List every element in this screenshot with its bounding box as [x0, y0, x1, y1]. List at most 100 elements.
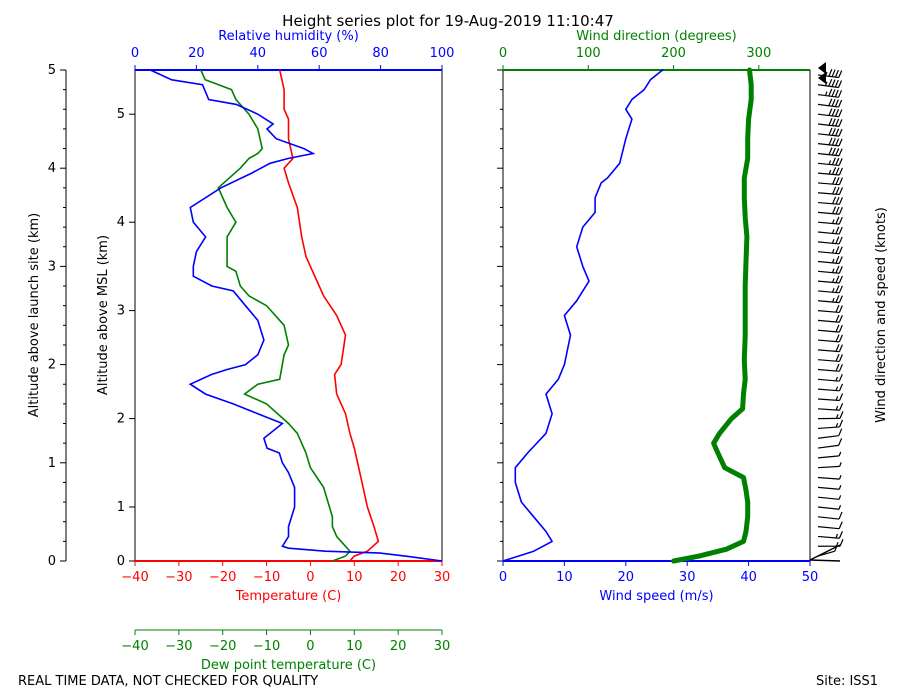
barb-flag [835, 344, 840, 352]
rh-axis-title: Relative humidity (%) [218, 29, 359, 44]
barb-flag [839, 403, 844, 411]
barb-staff [817, 506, 840, 510]
barb-staff [817, 339, 840, 343]
barb-half-flag [835, 386, 839, 391]
msl-tick-label: 1 [117, 500, 125, 515]
dew-tick-label: 10 [346, 639, 363, 654]
barb-staff [817, 300, 840, 304]
barb-staff [817, 516, 840, 520]
msl-tick-label: 5 [117, 107, 125, 122]
barb-flag [837, 90, 843, 98]
barb-staff [817, 201, 840, 205]
wind-direction-line [671, 67, 754, 564]
temp-tick-label: −20 [209, 570, 236, 585]
barb-staff [817, 368, 840, 372]
chart-title: Height series plot for 19-Aug-2019 11:10… [282, 12, 614, 30]
barb-half-flag [838, 485, 842, 490]
speed-tick-label: 20 [618, 570, 635, 585]
barb-staff [817, 465, 840, 469]
barb-flag [838, 148, 843, 156]
barb-staff [817, 84, 839, 89]
barb-flag [838, 246, 843, 254]
msl-tick-label: 0 [117, 554, 125, 569]
barb-staff [817, 476, 840, 480]
rh-tick-label: 60 [311, 46, 328, 61]
agl-tick-label: 0 [48, 554, 56, 569]
barb-staff [817, 408, 840, 411]
wind-barbs [809, 62, 844, 562]
barb-staff [817, 398, 840, 402]
barb-half-flag [831, 288, 835, 293]
agl-tick-label: 3 [48, 259, 56, 274]
dew-tick-label: −10 [253, 639, 280, 654]
barb-flag [835, 118, 840, 127]
barb-staff [817, 309, 840, 314]
barb-flag [828, 147, 833, 155]
barb-pennant [818, 72, 826, 84]
barb-flag [838, 354, 843, 362]
barb-flag [838, 324, 843, 333]
barb-half-flag [835, 414, 839, 419]
barb-flag [831, 69, 836, 77]
dew-tick-label: −20 [209, 639, 236, 654]
barb-staff [817, 143, 840, 147]
barb-staff [817, 426, 840, 430]
barb-flag [838, 428, 843, 436]
barb-staff [817, 349, 840, 353]
dew-tick-label: −40 [121, 639, 148, 654]
barb-staff [817, 535, 840, 539]
barb-flag [838, 511, 843, 520]
barb-flag [831, 157, 836, 165]
barb-flag [835, 196, 840, 205]
barb-staff [817, 133, 840, 137]
barb-flag [838, 119, 843, 127]
barb-flag [835, 353, 840, 362]
barb-flag [838, 373, 843, 382]
temp-tick-label: −10 [253, 570, 280, 585]
barb-flag [835, 246, 840, 254]
barb-flag [834, 99, 839, 107]
barb-flag [838, 383, 844, 392]
direction-tick-label: 100 [576, 46, 601, 61]
agl-tick-label: 1 [48, 456, 56, 471]
barb-flag [831, 89, 836, 97]
temp-tick-label: 0 [306, 570, 314, 585]
dew-axis-title: Dew point temperature (C) [201, 658, 376, 673]
rh-tick-label: 20 [188, 46, 205, 61]
site-label: Site: ISS1 [816, 674, 879, 689]
barb-flag [828, 127, 833, 136]
barb-half-flag [835, 542, 839, 547]
barb-flag [835, 236, 840, 244]
barb-flag [834, 89, 839, 98]
agl-tick-label: 2 [48, 358, 56, 373]
barb-staff [817, 486, 840, 490]
barb-flag [838, 344, 843, 352]
barb-flag [832, 186, 837, 195]
barb-flag [838, 364, 843, 372]
msl-axis-title: Altitude above MSL (km) [96, 235, 111, 395]
barb-flag [835, 314, 840, 323]
barb-half-flag [835, 405, 839, 411]
temp-tick-label: −40 [121, 570, 148, 585]
barb-flag [835, 177, 840, 185]
rh-tick-label: 80 [372, 46, 389, 61]
barb-half-flag [831, 248, 835, 254]
agl-axis-title: Altitude above launch site (km) [27, 213, 42, 417]
barb-flag [831, 118, 836, 126]
barb-staff [817, 182, 840, 186]
barb-staff [817, 388, 840, 392]
barb-flag [835, 186, 840, 195]
barb-flag [832, 196, 837, 205]
barb-flag [835, 216, 840, 225]
barb-staff [817, 231, 840, 235]
barb-flag [835, 148, 840, 156]
wind-speed-line [502, 69, 664, 562]
barb-flag [835, 167, 840, 175]
barb-flag [835, 295, 840, 303]
barb-staff [817, 270, 840, 274]
barb-flag [834, 79, 839, 88]
barb-surface [809, 544, 841, 562]
barb-staff [817, 260, 840, 265]
temp-tick-label: 30 [434, 570, 451, 585]
barb-half-flag [835, 533, 839, 539]
